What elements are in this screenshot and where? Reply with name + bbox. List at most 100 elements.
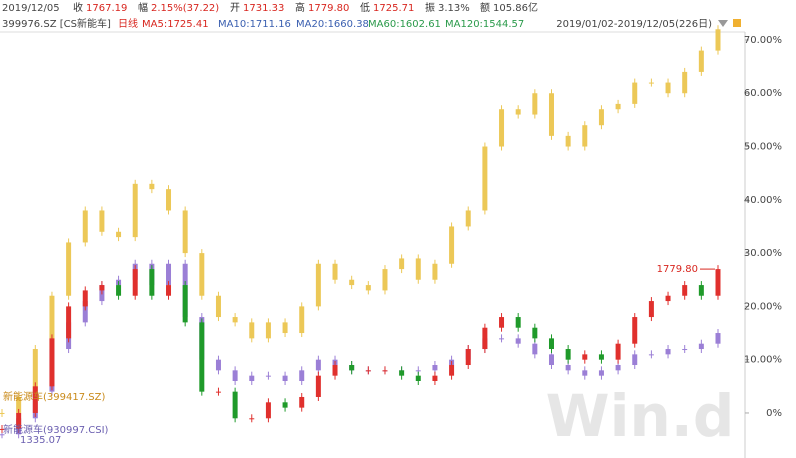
candle xyxy=(582,125,588,147)
candle xyxy=(232,391,238,419)
candle xyxy=(82,301,88,323)
candle xyxy=(715,333,721,344)
candle xyxy=(199,322,205,392)
candle xyxy=(548,93,554,136)
candle xyxy=(282,322,288,334)
candle xyxy=(315,263,321,307)
candle xyxy=(499,317,505,328)
candle xyxy=(315,359,321,371)
candle xyxy=(116,231,122,238)
candle xyxy=(199,253,205,296)
candle xyxy=(232,370,238,381)
candle xyxy=(265,402,271,419)
candle xyxy=(682,71,688,94)
candle xyxy=(332,263,338,280)
candle xyxy=(16,412,22,429)
candle xyxy=(399,370,405,376)
legend-entry: 新能源车(930997.CSI) xyxy=(3,423,109,436)
candle xyxy=(215,295,221,318)
candle xyxy=(66,306,72,339)
code: 399976.SZ [CS新能车] xyxy=(2,17,111,30)
date-range: 2019/01/02-2019/12/05(226日) xyxy=(556,19,712,30)
candle xyxy=(515,109,521,115)
header: 2019/12/05 收 1767.19 幅 2.15%(37.22) 开 17… xyxy=(2,1,741,30)
candle xyxy=(166,189,172,211)
y-tick-label: 30.00% xyxy=(744,248,782,259)
candle xyxy=(149,269,155,296)
candle xyxy=(382,269,388,291)
candle xyxy=(565,349,571,360)
candle xyxy=(698,50,704,72)
candle xyxy=(632,82,638,104)
candle xyxy=(166,285,172,296)
candle xyxy=(132,183,138,238)
candle xyxy=(315,375,321,397)
dropdown-icon[interactable] xyxy=(718,20,728,27)
value: 1767.19 xyxy=(86,3,127,14)
candle xyxy=(215,391,221,393)
candle xyxy=(432,263,438,280)
candle xyxy=(548,338,554,350)
candle xyxy=(665,295,671,302)
candle xyxy=(582,370,588,376)
ma: MA60:1602.61 xyxy=(368,19,441,30)
candle xyxy=(82,210,88,243)
candle xyxy=(432,365,438,371)
candle xyxy=(499,109,505,147)
candle xyxy=(32,349,38,397)
candle xyxy=(565,365,571,371)
candle xyxy=(382,370,388,372)
candle xyxy=(349,365,355,371)
value: 1725.71 xyxy=(373,3,414,14)
candle xyxy=(648,301,654,318)
candle xyxy=(232,317,238,323)
candle xyxy=(598,109,604,126)
candle xyxy=(615,343,621,360)
candle xyxy=(582,354,588,360)
value: 1731.33 xyxy=(243,3,284,14)
candle xyxy=(16,396,22,413)
y-tick-label: 60.00% xyxy=(744,88,782,99)
candle xyxy=(565,135,571,147)
candle xyxy=(82,290,88,307)
candle xyxy=(282,375,288,381)
annotation: 1779.80 xyxy=(657,264,698,275)
y-tick-label: 40.00% xyxy=(744,195,782,206)
candle xyxy=(32,386,38,413)
candle xyxy=(499,338,505,340)
candle xyxy=(299,396,305,408)
candle xyxy=(0,428,5,430)
candle xyxy=(215,359,221,371)
y-tick-label: 70.00% xyxy=(744,35,782,46)
ma: MA120:1544.57 xyxy=(445,19,524,30)
candle xyxy=(399,258,405,270)
candle xyxy=(632,317,638,344)
candle xyxy=(432,375,438,381)
date: 2019/12/05 xyxy=(2,3,60,14)
candle xyxy=(332,365,338,376)
y-tick-label: 0% xyxy=(766,408,782,419)
value: 1779.80 xyxy=(308,3,349,14)
candle xyxy=(132,269,138,296)
label: 开 xyxy=(230,3,240,14)
candle xyxy=(249,322,255,339)
candle xyxy=(0,434,5,436)
candle xyxy=(715,269,721,296)
candle xyxy=(415,258,421,280)
label: 额 xyxy=(480,1,490,14)
icon[interactable] xyxy=(733,19,741,27)
candle xyxy=(265,322,271,339)
candle xyxy=(648,354,654,356)
candle xyxy=(0,412,5,414)
candle xyxy=(615,365,621,371)
y-tick-label: 20.00% xyxy=(744,301,782,312)
plot: 0% 10.00% 20.00% 30.00% 40.00% 50.00% 60.00% 70… xyxy=(0,25,782,439)
candle xyxy=(465,210,471,227)
y-tick-label: 50.00% xyxy=(744,142,782,153)
candle xyxy=(116,285,122,296)
period: 日线 xyxy=(118,17,138,30)
candle xyxy=(465,349,471,366)
value: 2.15%(37.22) xyxy=(151,3,219,14)
